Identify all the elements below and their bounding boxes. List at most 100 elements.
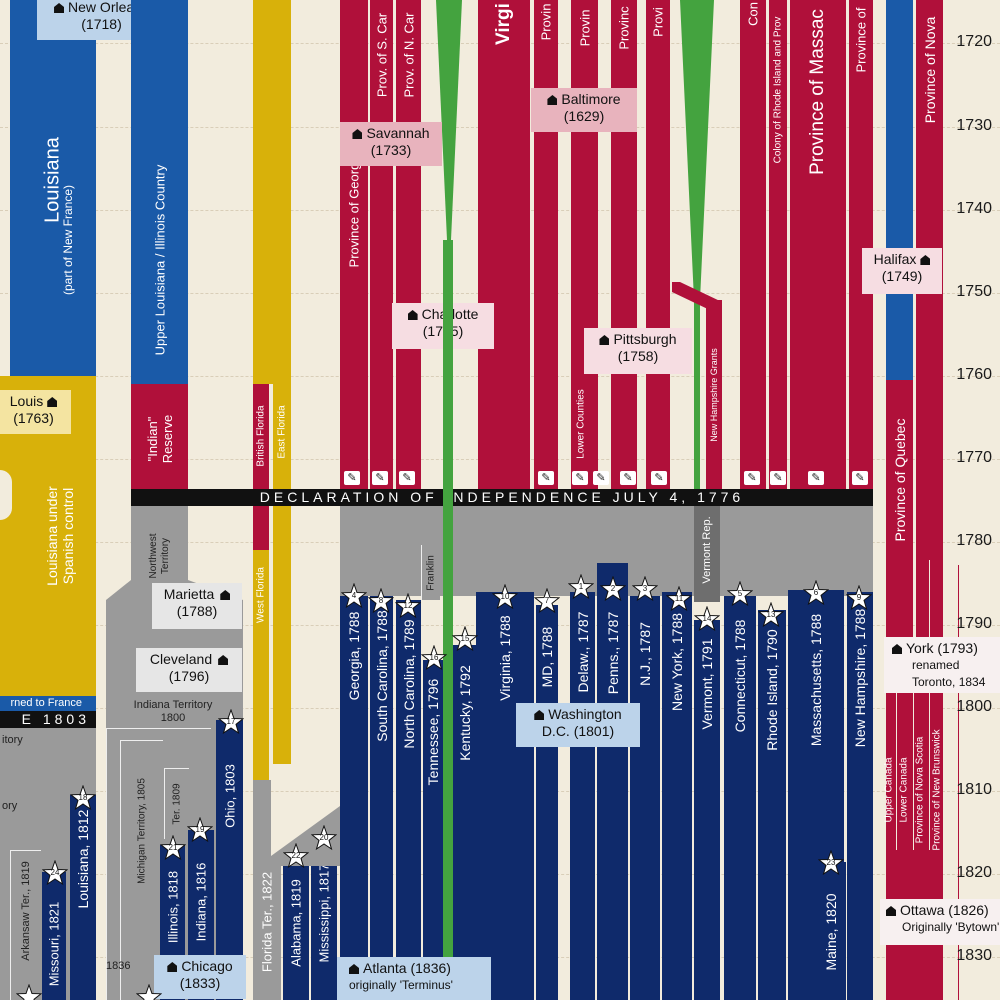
house-icon	[534, 710, 545, 720]
quill-icon: ✎	[372, 471, 388, 485]
upper-louisiana-band: Upper Louisiana / Illinois Country	[131, 0, 188, 384]
star-icon: 13	[758, 602, 784, 628]
delaware-label: Delaw., 1787	[574, 611, 591, 693]
year-label: 1830	[956, 947, 992, 964]
year-label: 1820	[956, 864, 992, 881]
star-number: 2	[610, 584, 616, 593]
new-hampshire-label: New Hampshire, 1788	[852, 608, 868, 748]
city-name: Ottawa (1826)	[900, 902, 989, 918]
city-year: (1833)	[179, 975, 221, 991]
colony-ri-label: Colony of Rhode Island and Prov	[772, 16, 784, 164]
star-number: 8	[378, 596, 384, 605]
star-number: 20	[319, 833, 329, 842]
lower-canada-label: Lower Canada	[898, 757, 910, 823]
vermont-rep-band: Vermont Rep.	[694, 506, 720, 602]
massachusetts-label: Massachusetts, 1788	[808, 613, 824, 747]
prov-s-car-label: Prov. of S. Car	[374, 12, 389, 98]
kentucky-band: Kentucky, 1792	[453, 645, 476, 1000]
house-icon	[547, 95, 558, 105]
city-name: Atlanta (1836)	[363, 960, 451, 976]
city-pittsburgh: Pittsburgh (1758)	[584, 328, 692, 374]
province-new-brunswick-label: Province of New Brunswick	[931, 729, 943, 851]
colony-ri-band: Colony of Rhode Island and Prov	[769, 0, 787, 490]
lower-counties-band: Lower Counties	[571, 370, 591, 490]
new-brunswick-wrap: Province of New Brunswick	[930, 729, 944, 851]
quill-icon: ✎	[572, 471, 588, 485]
new-york-label: New York, 1788	[669, 612, 685, 712]
star-number: 1	[578, 582, 584, 591]
star-icon: 17	[218, 709, 244, 735]
alabama-band: Alabama, 1819	[283, 855, 309, 1000]
province-nh-band: Province of	[849, 0, 873, 490]
city-halifax: Halifax (1749)	[862, 248, 942, 294]
star-number: 4	[351, 591, 357, 600]
lower-counties-label: Lower Counties	[575, 389, 587, 459]
ter1809-label: Ter. 1809	[171, 783, 183, 825]
south-carolina-band: South Carolina, 1788	[370, 596, 393, 1000]
indian-reserve-label: "Indian" Reserve	[144, 414, 175, 464]
city-note: originally 'Terminus'	[349, 978, 453, 992]
province-georgia-label: Province of Georgia	[346, 152, 362, 268]
star-icon: 6	[803, 580, 829, 606]
rhode-island-label: Rhode Island, 1790	[764, 629, 780, 751]
star-number: 12	[403, 601, 413, 610]
prov-n-car-label: Prov. of N. Car	[401, 12, 416, 98]
city-year: (1733)	[370, 142, 412, 158]
north-carolina-label: North Carolina, 1789	[400, 619, 417, 749]
louisiana-state-label: Louisiana, 1812	[75, 809, 91, 909]
city-name: Baltimore	[561, 91, 621, 107]
province-b-label: Provin	[577, 9, 592, 47]
canada-split	[886, 690, 943, 1000]
star-icon	[16, 984, 42, 1000]
indiana-territory-label: Indiana Territory 1800	[118, 699, 228, 725]
upper-louisiana-label: Upper Louisiana / Illinois Country	[152, 164, 167, 356]
label-text: Indiana Territory	[133, 699, 213, 711]
star-number: 14	[702, 614, 712, 623]
city-atlanta: Atlanta (1836) originally 'Terminus'	[337, 957, 491, 1000]
florida-ter-label: Florida Ter., 1822	[259, 871, 275, 973]
star-number: 17	[226, 717, 236, 726]
west-florida-label: West Florida	[255, 567, 267, 623]
lower-canada-line	[913, 690, 914, 850]
quill-icon: ✎	[808, 471, 824, 485]
west-florida-band: West Florida	[253, 550, 269, 780]
star-number: 6	[813, 588, 819, 597]
florida-top-band	[253, 0, 291, 384]
city-note: renamed	[912, 658, 960, 672]
illinois-label: Illinois, 1818	[165, 870, 180, 944]
star-icon	[136, 984, 162, 1000]
house-icon	[47, 397, 58, 407]
city-year: (1758)	[617, 348, 659, 364]
star-icon: 3	[632, 576, 658, 602]
nova-scotia-wrap: Province of Nova Scotia	[913, 737, 927, 844]
city-marietta: Marietta (1788)	[152, 583, 242, 629]
georgia-label: Georgia, 1788	[346, 611, 362, 701]
quill-icon: ✎	[620, 471, 636, 485]
star-number: 5	[737, 589, 743, 598]
maryland-band: MD, 1788	[536, 605, 558, 1000]
upper-canada-label: Upper Canada	[883, 757, 895, 823]
city-year: (1763)	[13, 410, 54, 426]
city-note: Toronto, 1834	[912, 675, 986, 689]
east-florida-label: East Florida	[276, 405, 288, 459]
lower-canada-wrap: Lower Canada	[897, 740, 911, 840]
star-icon: 2	[600, 576, 626, 602]
city-name: Halifax	[873, 251, 917, 267]
alabama-label: Alabama, 1819	[288, 879, 304, 967]
star-number: 13	[766, 610, 776, 619]
house-icon	[599, 335, 610, 345]
maine-label: Maine, 1820	[823, 893, 839, 971]
star-icon: 14	[694, 606, 720, 632]
michigan-label: Michigan Territory, 1805	[136, 778, 148, 884]
territory-left-label-2: ory	[2, 800, 18, 812]
house-icon	[220, 590, 231, 600]
label-year: 1800	[160, 712, 186, 724]
city-year: (1796)	[168, 668, 210, 684]
city-year: (1629)	[563, 108, 605, 124]
star-icon: 5	[727, 581, 753, 607]
star-icon: 12	[395, 593, 421, 619]
year-label: 1800	[956, 698, 992, 715]
arkansaw-label: Arkansaw Ter., 1819	[20, 861, 32, 961]
star-icon: 8	[368, 588, 394, 614]
louisiana-sub-label: (part of New France)	[61, 184, 75, 296]
